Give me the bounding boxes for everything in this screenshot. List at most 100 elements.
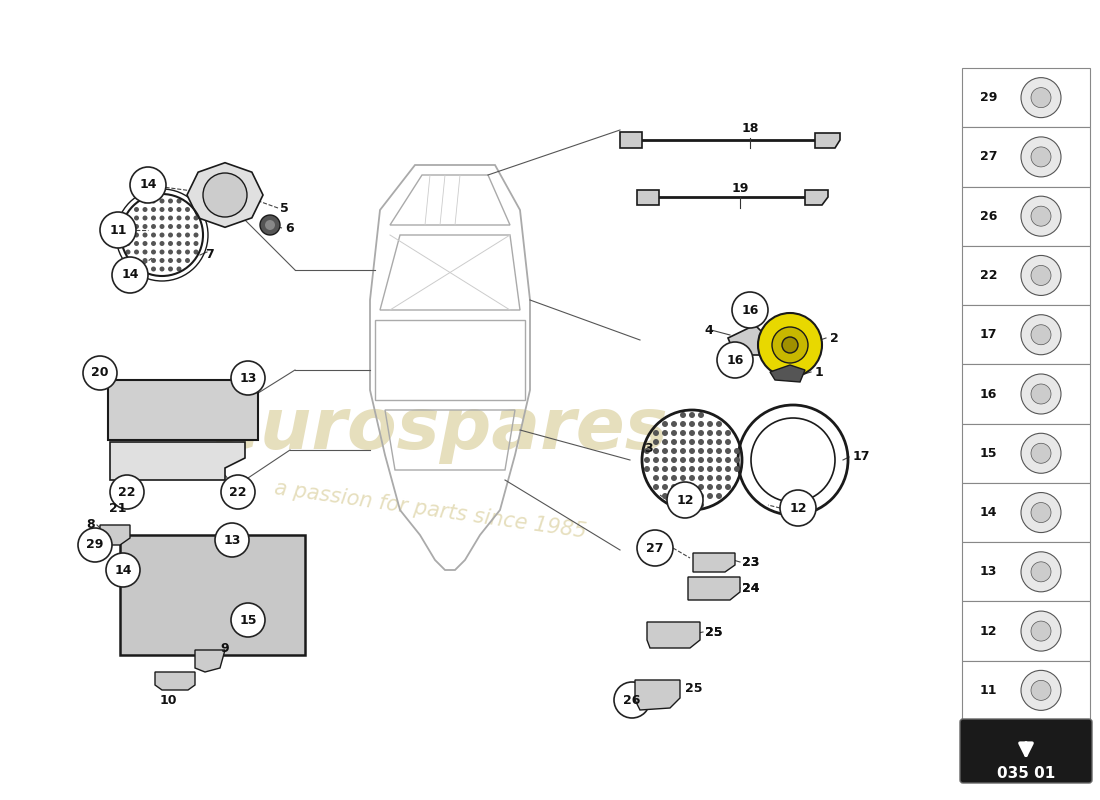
Circle shape — [214, 523, 249, 557]
Circle shape — [614, 682, 650, 718]
Circle shape — [671, 421, 676, 427]
Circle shape — [698, 421, 704, 427]
Circle shape — [782, 337, 797, 353]
Circle shape — [689, 457, 695, 463]
Circle shape — [194, 215, 198, 221]
Circle shape — [176, 215, 182, 221]
Text: 4: 4 — [704, 323, 713, 337]
Bar — [962, 483, 1090, 542]
Circle shape — [160, 215, 165, 221]
Text: a passion for parts since 1985: a passion for parts since 1985 — [273, 478, 587, 542]
Circle shape — [698, 448, 704, 454]
Text: 20: 20 — [91, 366, 109, 379]
Text: 25: 25 — [685, 682, 703, 694]
Circle shape — [725, 439, 732, 445]
Text: 22: 22 — [229, 486, 246, 498]
Text: 8: 8 — [87, 518, 95, 531]
Text: 23: 23 — [742, 555, 759, 569]
Text: 15: 15 — [980, 446, 998, 460]
Circle shape — [716, 475, 722, 481]
Bar — [637, 190, 659, 205]
Text: 22: 22 — [980, 269, 998, 282]
Circle shape — [1021, 78, 1062, 118]
Polygon shape — [187, 162, 263, 227]
Circle shape — [151, 258, 156, 263]
Circle shape — [176, 241, 182, 246]
Circle shape — [143, 266, 147, 271]
Circle shape — [716, 493, 722, 499]
Bar — [962, 246, 1090, 305]
Circle shape — [653, 475, 659, 481]
Circle shape — [143, 250, 147, 254]
Circle shape — [680, 493, 686, 499]
Circle shape — [221, 475, 255, 509]
Text: 13: 13 — [223, 534, 241, 546]
Circle shape — [1031, 502, 1050, 522]
Circle shape — [725, 457, 732, 463]
Polygon shape — [770, 365, 805, 382]
Circle shape — [160, 250, 165, 254]
Circle shape — [680, 439, 686, 445]
Circle shape — [671, 430, 676, 436]
Circle shape — [160, 233, 165, 238]
Circle shape — [716, 484, 722, 490]
Circle shape — [260, 215, 280, 235]
Circle shape — [168, 215, 173, 221]
Text: 15: 15 — [240, 614, 256, 626]
Circle shape — [725, 466, 732, 472]
Text: 9: 9 — [220, 642, 229, 654]
Circle shape — [1021, 670, 1062, 710]
Circle shape — [644, 457, 650, 463]
Circle shape — [707, 466, 713, 472]
Circle shape — [176, 224, 182, 229]
Circle shape — [1021, 434, 1062, 474]
Circle shape — [125, 241, 131, 246]
Circle shape — [698, 475, 704, 481]
Circle shape — [160, 207, 165, 212]
Circle shape — [772, 327, 808, 363]
Circle shape — [160, 241, 165, 246]
Circle shape — [1021, 611, 1062, 651]
Circle shape — [143, 215, 147, 221]
Circle shape — [689, 502, 695, 508]
Circle shape — [231, 603, 265, 637]
Circle shape — [671, 457, 676, 463]
Circle shape — [1021, 255, 1062, 295]
Circle shape — [653, 484, 659, 490]
Circle shape — [134, 241, 139, 246]
Circle shape — [707, 475, 713, 481]
Circle shape — [680, 484, 686, 490]
Circle shape — [134, 224, 139, 229]
Circle shape — [662, 448, 668, 454]
Text: 11: 11 — [980, 684, 998, 697]
Text: 25: 25 — [705, 626, 723, 638]
Circle shape — [717, 342, 754, 378]
Circle shape — [151, 250, 156, 254]
Circle shape — [160, 198, 165, 203]
Polygon shape — [195, 650, 226, 672]
Polygon shape — [647, 622, 700, 648]
Circle shape — [110, 475, 144, 509]
Circle shape — [707, 484, 713, 490]
Circle shape — [143, 258, 147, 263]
Text: 29: 29 — [980, 91, 998, 104]
Text: 22: 22 — [119, 486, 135, 498]
Bar — [962, 661, 1090, 720]
Circle shape — [662, 493, 668, 499]
Text: 24: 24 — [742, 582, 759, 594]
Text: 24: 24 — [742, 582, 759, 594]
Polygon shape — [688, 577, 740, 600]
Circle shape — [168, 241, 173, 246]
Circle shape — [185, 207, 190, 212]
Circle shape — [662, 430, 668, 436]
Circle shape — [168, 224, 173, 229]
Circle shape — [725, 484, 732, 490]
Circle shape — [78, 528, 112, 562]
Circle shape — [698, 466, 704, 472]
Circle shape — [194, 241, 198, 246]
Circle shape — [689, 412, 695, 418]
Circle shape — [707, 421, 713, 427]
Polygon shape — [100, 525, 130, 545]
Circle shape — [176, 207, 182, 212]
Circle shape — [662, 484, 668, 490]
